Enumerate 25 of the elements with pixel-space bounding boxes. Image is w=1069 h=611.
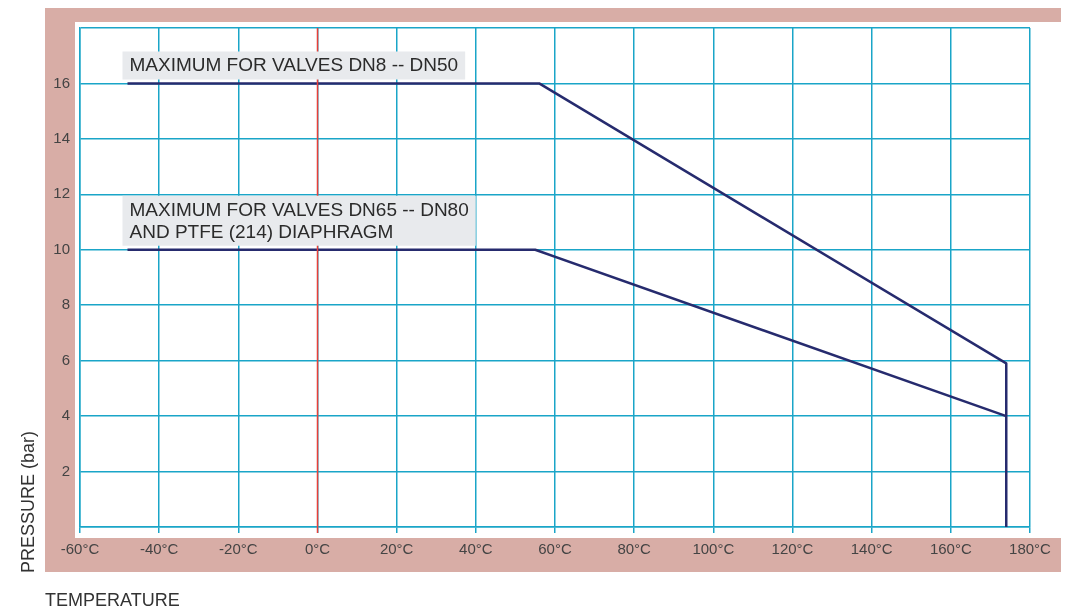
- y-tick-label: 4: [61, 406, 70, 424]
- x-tick-label: -20°C: [219, 540, 258, 558]
- y-tick-label: 6: [61, 350, 70, 368]
- y-tick-label: 2: [61, 461, 70, 479]
- y-tick-label: 14: [53, 129, 70, 147]
- x-tick-label: 40°C: [459, 540, 493, 558]
- x-tick-label: 140°C: [850, 540, 893, 558]
- y-tick-label: 8: [61, 295, 70, 313]
- y-tick-label: 12: [53, 184, 70, 202]
- series-label: MAXIMUM FOR VALVES DN8 -- DN50: [129, 54, 459, 76]
- x-tick-label: -60°C: [60, 540, 100, 558]
- x-tick-label: 100°C: [692, 540, 735, 558]
- x-tick-label: 20°C: [379, 540, 414, 558]
- y-tick-label: 10: [53, 239, 70, 257]
- x-tick-label: 180°C: [1009, 540, 1052, 558]
- y-tick-label: 16: [53, 73, 70, 91]
- x-tick-label: 80°C: [617, 540, 652, 558]
- series-label: MAXIMUM FOR VALVES DN65 -- DN80 AND PTFE (214) DIAPHRAGM: [129, 198, 469, 242]
- x-axis-title: TEMPERATURE: [45, 590, 180, 610]
- x-tick-label: 0°C: [304, 540, 331, 558]
- x-tick-label: 120°C: [771, 540, 814, 558]
- x-tick-label: 60°C: [538, 540, 572, 558]
- x-tick-label: -40°C: [139, 540, 179, 558]
- x-tick-label: 160°C: [929, 540, 972, 558]
- y-axis-title: PRESSURE (bar): [18, 430, 38, 573]
